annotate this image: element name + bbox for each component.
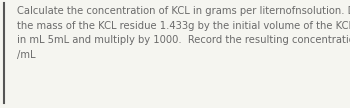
Text: Calculate the concentration of KCL in grams per liternofnsolution. Divided
the m: Calculate the concentration of KCL in gr… (17, 6, 350, 60)
